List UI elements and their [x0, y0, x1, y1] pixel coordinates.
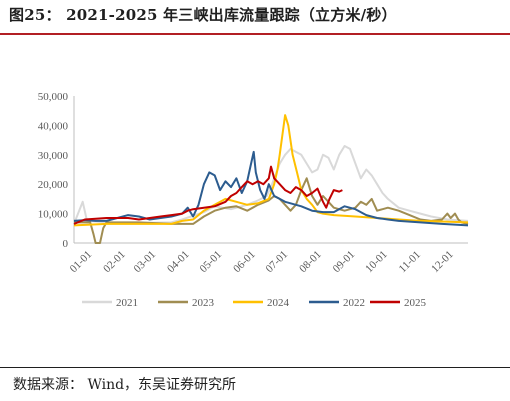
- legend-label-2023: 2023: [192, 297, 215, 309]
- legend-label-2024: 2024: [267, 297, 290, 309]
- x-tick-label: 09-01: [331, 248, 358, 275]
- y-tick-label: 30,000: [38, 150, 69, 162]
- series-line-2021: [73, 145, 469, 225]
- x-tick-label: 05-01: [198, 248, 225, 275]
- x-tick-label: 10-01: [363, 248, 390, 275]
- y-tick-label: 40,000: [38, 120, 69, 132]
- series-line-2024: [73, 114, 469, 227]
- x-tick-label: 07-01: [264, 248, 291, 275]
- y-tick-label: 0: [63, 238, 69, 250]
- x-tick-label: 04-01: [165, 248, 192, 275]
- x-axis: 01-01 02-01 03-01 04-01 05-01 06-01 07-01 08-01…: [68, 242, 468, 275]
- chart-title: 图25： 2021-2025 年三峡出库流量跟踪（立方米/秒）: [9, 6, 397, 24]
- y-tick-label: 20,000: [38, 179, 69, 191]
- x-tick-label: 06-01: [231, 248, 258, 275]
- x-tick-label: 12-01: [429, 248, 456, 275]
- source-rule: [0, 367, 510, 368]
- y-tick-label: 10,000: [38, 209, 69, 221]
- series-line-2025: [73, 165, 343, 225]
- legend-label-2022: 2022: [343, 297, 365, 309]
- x-tick-label: 02-01: [101, 248, 128, 275]
- series-line-2022: [73, 150, 469, 227]
- series-lines: [73, 114, 469, 244]
- x-tick-label: 11-01: [397, 249, 423, 275]
- legend: 2021 2023 2024 2022 2025: [82, 297, 427, 309]
- x-tick-label: 03-01: [131, 248, 158, 275]
- legend-label-2025: 2025: [404, 297, 427, 309]
- x-tick-label: 08-01: [297, 248, 324, 275]
- y-tick-label: 50,000: [38, 91, 69, 103]
- x-tick-label: 01-01: [68, 248, 95, 275]
- y-axis: 0 10,000 20,000 30,000 40,000 50,000: [38, 91, 75, 250]
- legend-label-2021: 2021: [116, 297, 138, 309]
- title-rule: [0, 33, 510, 35]
- data-source: 数据来源： Wind，东吴证券研究所: [13, 377, 237, 393]
